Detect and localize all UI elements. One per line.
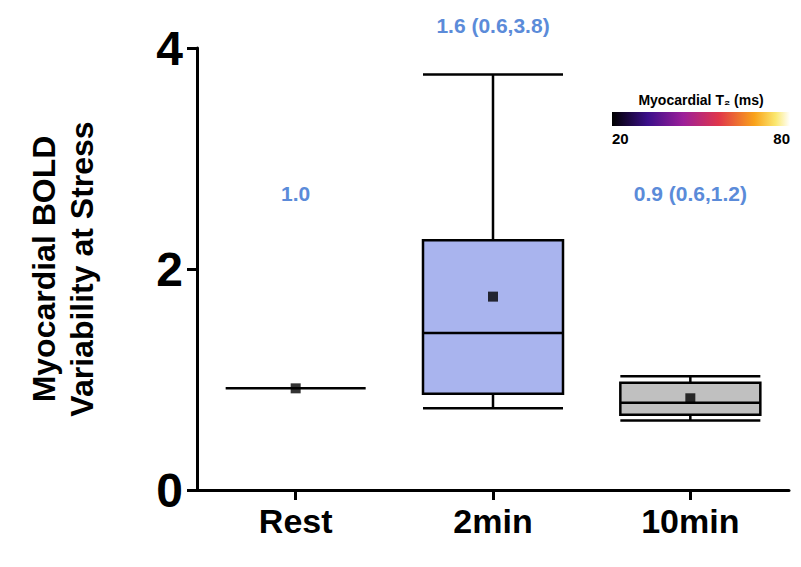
svg-text:10min: 10min: [641, 502, 739, 540]
svg-text:0.9 (0.6,1.2): 0.9 (0.6,1.2): [634, 182, 747, 205]
svg-text:Myocardial BOLD: Myocardial BOLD: [26, 136, 62, 403]
svg-text:1.0: 1.0: [281, 182, 310, 205]
svg-text:20: 20: [612, 130, 629, 147]
svg-text:1.6 (0.6,3.8): 1.6 (0.6,3.8): [436, 14, 549, 37]
svg-text:Myocardial T₂ (ms): Myocardial T₂ (ms): [638, 92, 763, 108]
svg-text:4: 4: [156, 22, 183, 75]
svg-text:0: 0: [156, 464, 183, 517]
svg-text:80: 80: [773, 130, 790, 147]
svg-text:2min: 2min: [453, 502, 532, 540]
svg-text:Variability at Stress: Variability at Stress: [64, 121, 100, 416]
svg-text:Rest: Rest: [259, 502, 333, 540]
svg-text:2: 2: [156, 243, 183, 296]
